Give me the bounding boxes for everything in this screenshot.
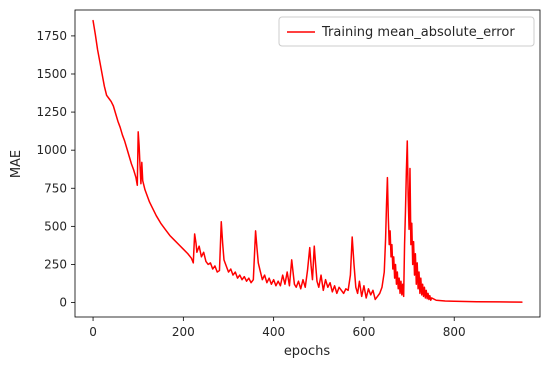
legend-series-label: Training mean_absolute_error xyxy=(321,25,515,40)
plot-area-frame xyxy=(74,9,541,318)
training-mae-series-line xyxy=(92,19,523,303)
y-tick-label: 1000 xyxy=(36,143,67,157)
x-tick-label: 200 xyxy=(172,325,195,339)
y-tick-label: 1250 xyxy=(36,105,67,119)
x-axis-ticks: 0 200 400 600 800 xyxy=(89,317,466,339)
y-tick-label: 1500 xyxy=(36,67,67,81)
y-tick-label: 1750 xyxy=(36,29,67,43)
legend: Training mean_absolute_error xyxy=(278,16,535,47)
y-tick-label: 500 xyxy=(44,219,67,233)
y-axis-label: MAE xyxy=(9,150,24,178)
x-axis-label: epochs xyxy=(284,344,331,359)
x-tick-label: 0 xyxy=(89,325,97,339)
legend-box xyxy=(278,16,535,47)
x-tick-label: 600 xyxy=(352,325,375,339)
y-axis-ticks: 0 250 500 750 1000 1250 1500 1750 xyxy=(36,29,75,310)
x-tick-label: 400 xyxy=(262,325,285,339)
y-tick-label: 250 xyxy=(44,257,67,271)
x-tick-label: 800 xyxy=(443,325,466,339)
y-tick-label: 0 xyxy=(59,296,67,310)
y-tick-label: 750 xyxy=(44,181,67,195)
